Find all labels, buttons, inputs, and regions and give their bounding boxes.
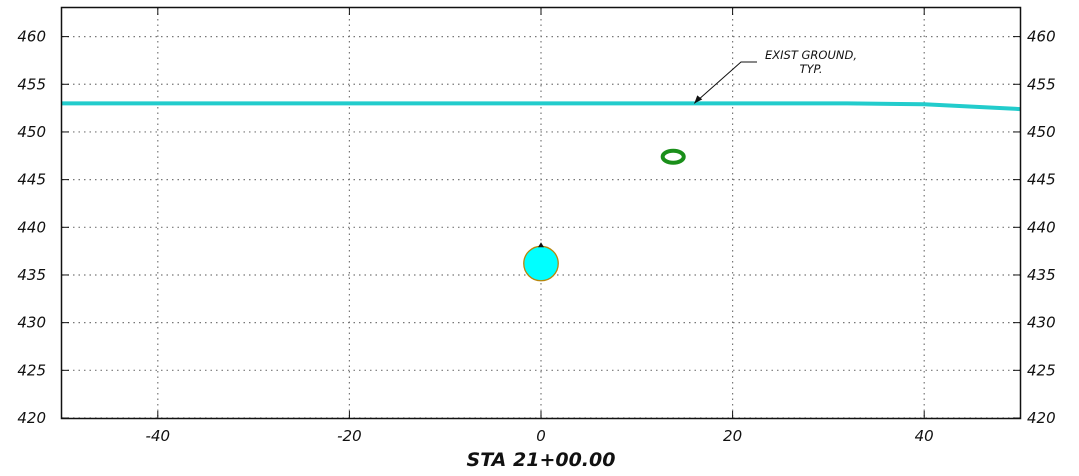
- y-tick-label-right: 455: [1027, 75, 1056, 93]
- pipe-crown-marker: [538, 242, 544, 248]
- x-tick-label: -40: [146, 427, 171, 445]
- y-tick-label-left: 460: [17, 28, 46, 46]
- station-label: STA 21+00.00: [467, 449, 616, 471]
- conduit-ring: [660, 148, 686, 165]
- y-tick-labels-right: 420 425 430 435 440 445 450 455 460: [1027, 28, 1056, 427]
- y-tick-label-left: 455: [17, 75, 46, 93]
- existing-ground-line: [62, 101, 1021, 112]
- y-tick-label-right: 450: [1027, 123, 1056, 141]
- x-tick-label: 0: [536, 427, 546, 445]
- x-tick-labels: -40 -20 0 20 40: [146, 427, 934, 445]
- annotation-line-1: EXIST GROUND,: [765, 48, 857, 62]
- y-tick-label-left: 420: [17, 409, 46, 427]
- y-tick-labels-left: 420 425 430 435 440 445 450 455 460: [17, 28, 46, 427]
- x-tick-label: 40: [915, 427, 934, 445]
- y-tick-label-right: 435: [1027, 266, 1056, 284]
- y-tick-label-left: 440: [17, 218, 46, 236]
- y-tick-label-right: 460: [1027, 28, 1056, 46]
- y-tick-label-left: 425: [17, 361, 46, 379]
- y-tick-label-left: 435: [17, 266, 46, 284]
- y-tick-label-right: 440: [1027, 218, 1056, 236]
- main-pipe: [523, 245, 559, 282]
- plot-frame: [60, 6, 1022, 420]
- y-tick-label-right: 430: [1027, 314, 1056, 332]
- x-tick-label: -20: [337, 427, 362, 445]
- annotation-leader: [693, 61, 757, 104]
- y-tick-label-right: 445: [1027, 171, 1056, 189]
- y-tick-label-left: 450: [17, 123, 46, 141]
- grid-lines: [62, 8, 1020, 419]
- annotation-line-2: TYP.: [799, 62, 822, 76]
- pipes: [523, 148, 686, 282]
- y-tick-label-right: 425: [1027, 361, 1056, 379]
- y-tick-label-left: 430: [17, 314, 46, 332]
- y-tick-label-right: 420: [1027, 409, 1056, 427]
- x-tick-label: 20: [723, 427, 742, 445]
- y-tick-label-left: 445: [17, 171, 46, 189]
